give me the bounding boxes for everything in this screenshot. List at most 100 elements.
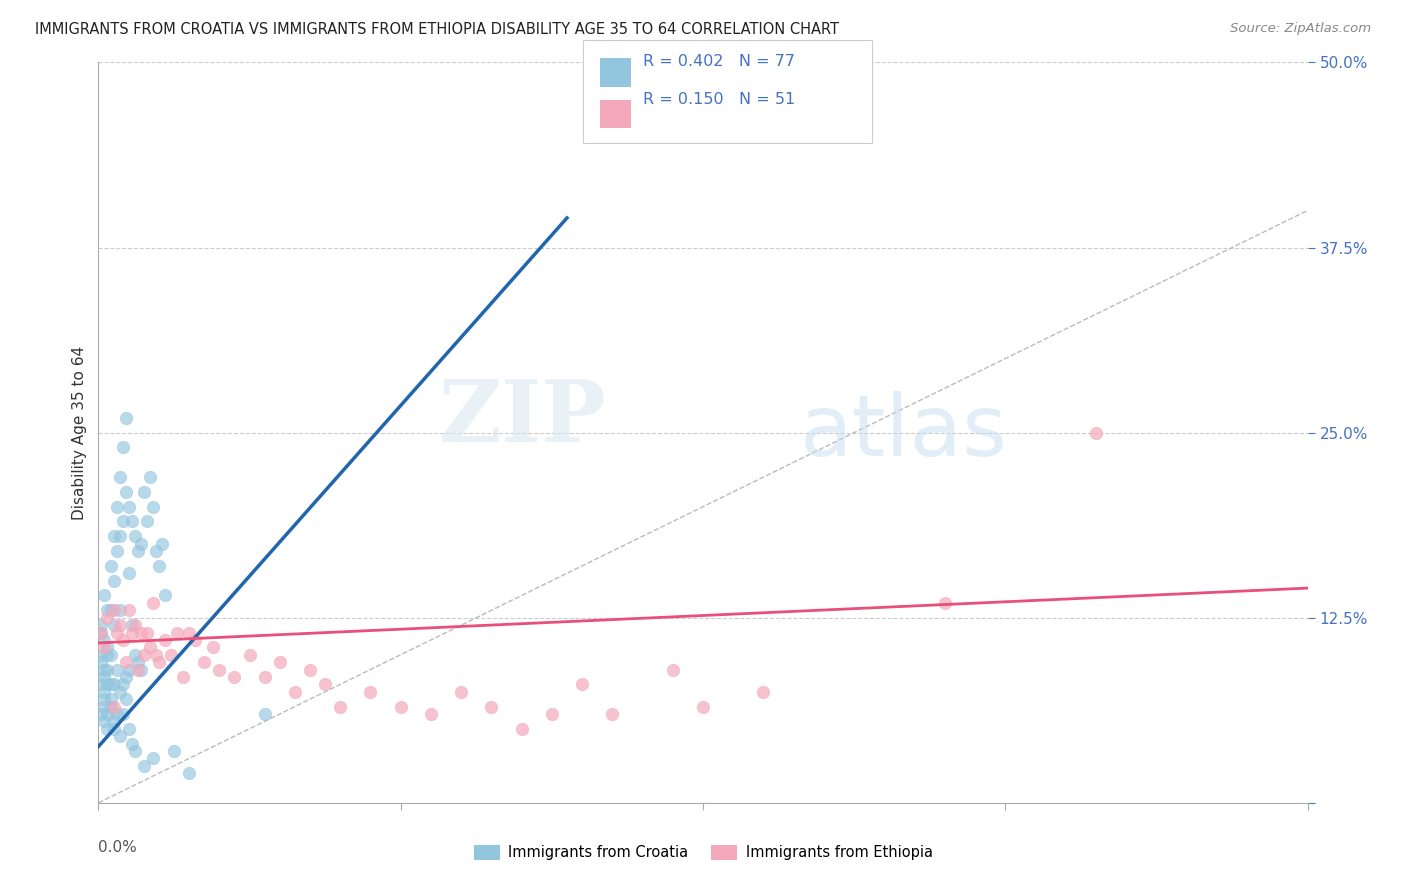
Point <box>90 625 112 640</box>
Point <box>253 706 276 721</box>
Point <box>153 632 176 647</box>
Point <box>90 706 112 721</box>
Point <box>124 648 146 662</box>
Point <box>103 699 125 714</box>
Point <box>510 722 533 736</box>
Point <box>108 729 131 743</box>
Point <box>108 618 131 632</box>
Point <box>752 685 775 699</box>
Point <box>253 670 276 684</box>
Point <box>100 699 122 714</box>
Point <box>150 536 173 550</box>
Point <box>124 618 146 632</box>
Point <box>269 655 291 669</box>
Point <box>148 655 170 669</box>
Point <box>127 544 149 558</box>
Point <box>100 648 122 662</box>
Point <box>90 618 112 632</box>
Point <box>135 515 157 529</box>
Text: atlas: atlas <box>800 391 1008 475</box>
Point <box>96 677 118 691</box>
Text: ZIP: ZIP <box>439 376 606 459</box>
Point <box>142 500 165 514</box>
Point <box>118 566 141 581</box>
Point <box>105 625 128 640</box>
Point <box>121 515 143 529</box>
Point <box>661 663 683 677</box>
Point <box>96 603 118 617</box>
Point <box>103 529 125 543</box>
Point <box>121 625 143 640</box>
Point <box>93 714 115 729</box>
Point <box>389 699 412 714</box>
Point <box>179 625 201 640</box>
Point <box>160 648 183 662</box>
Point <box>148 558 170 573</box>
Point <box>93 685 115 699</box>
Point <box>90 625 112 640</box>
Point <box>139 470 162 484</box>
Point <box>132 758 155 772</box>
Point <box>184 632 207 647</box>
Legend: Immigrants from Croatia, Immigrants from Ethiopia: Immigrants from Croatia, Immigrants from… <box>468 838 938 866</box>
Point <box>145 648 167 662</box>
Point <box>105 500 128 514</box>
Point <box>118 663 141 677</box>
Point <box>114 410 136 425</box>
Point <box>108 470 131 484</box>
Text: R = 0.402   N = 77: R = 0.402 N = 77 <box>643 54 794 69</box>
Point <box>108 603 131 617</box>
Point <box>142 751 165 765</box>
Point <box>114 655 136 669</box>
Point <box>142 596 165 610</box>
Point <box>108 529 131 543</box>
Point <box>103 722 125 736</box>
Point <box>127 655 149 669</box>
Point <box>450 685 472 699</box>
Point <box>100 558 122 573</box>
Point <box>103 677 125 691</box>
Point <box>111 441 134 455</box>
Point <box>540 706 562 721</box>
Point <box>163 744 186 758</box>
Point <box>571 677 593 691</box>
Text: 0.0%: 0.0% <box>98 840 138 855</box>
Point <box>118 722 141 736</box>
Point <box>124 529 146 543</box>
Point <box>299 663 322 677</box>
Point <box>121 737 143 751</box>
Point <box>420 706 443 721</box>
Point <box>121 618 143 632</box>
Point <box>602 706 624 721</box>
Point <box>284 685 307 699</box>
Point <box>103 603 125 617</box>
Text: R = 0.150   N = 51: R = 0.150 N = 51 <box>643 92 794 106</box>
Point <box>105 544 128 558</box>
Point <box>111 706 134 721</box>
Point <box>129 625 152 640</box>
Point <box>103 714 125 729</box>
Point <box>202 640 225 655</box>
Point <box>166 625 188 640</box>
Point <box>90 655 112 669</box>
Point <box>934 596 956 610</box>
Point <box>100 603 122 617</box>
Point <box>90 648 112 662</box>
Point <box>127 663 149 677</box>
Point <box>360 685 382 699</box>
Point <box>239 648 262 662</box>
Point <box>114 670 136 684</box>
Point <box>93 589 115 603</box>
Point <box>314 677 336 691</box>
Point <box>329 699 352 714</box>
Point <box>100 677 122 691</box>
Point <box>114 692 136 706</box>
Point <box>93 692 115 706</box>
Point <box>96 610 118 624</box>
Point <box>692 699 714 714</box>
Point <box>179 766 201 780</box>
Point <box>132 648 155 662</box>
Point <box>108 685 131 699</box>
Point <box>129 536 152 550</box>
Text: IMMIGRANTS FROM CROATIA VS IMMIGRANTS FROM ETHIOPIA DISABILITY AGE 35 TO 64 CORR: IMMIGRANTS FROM CROATIA VS IMMIGRANTS FR… <box>35 22 839 37</box>
